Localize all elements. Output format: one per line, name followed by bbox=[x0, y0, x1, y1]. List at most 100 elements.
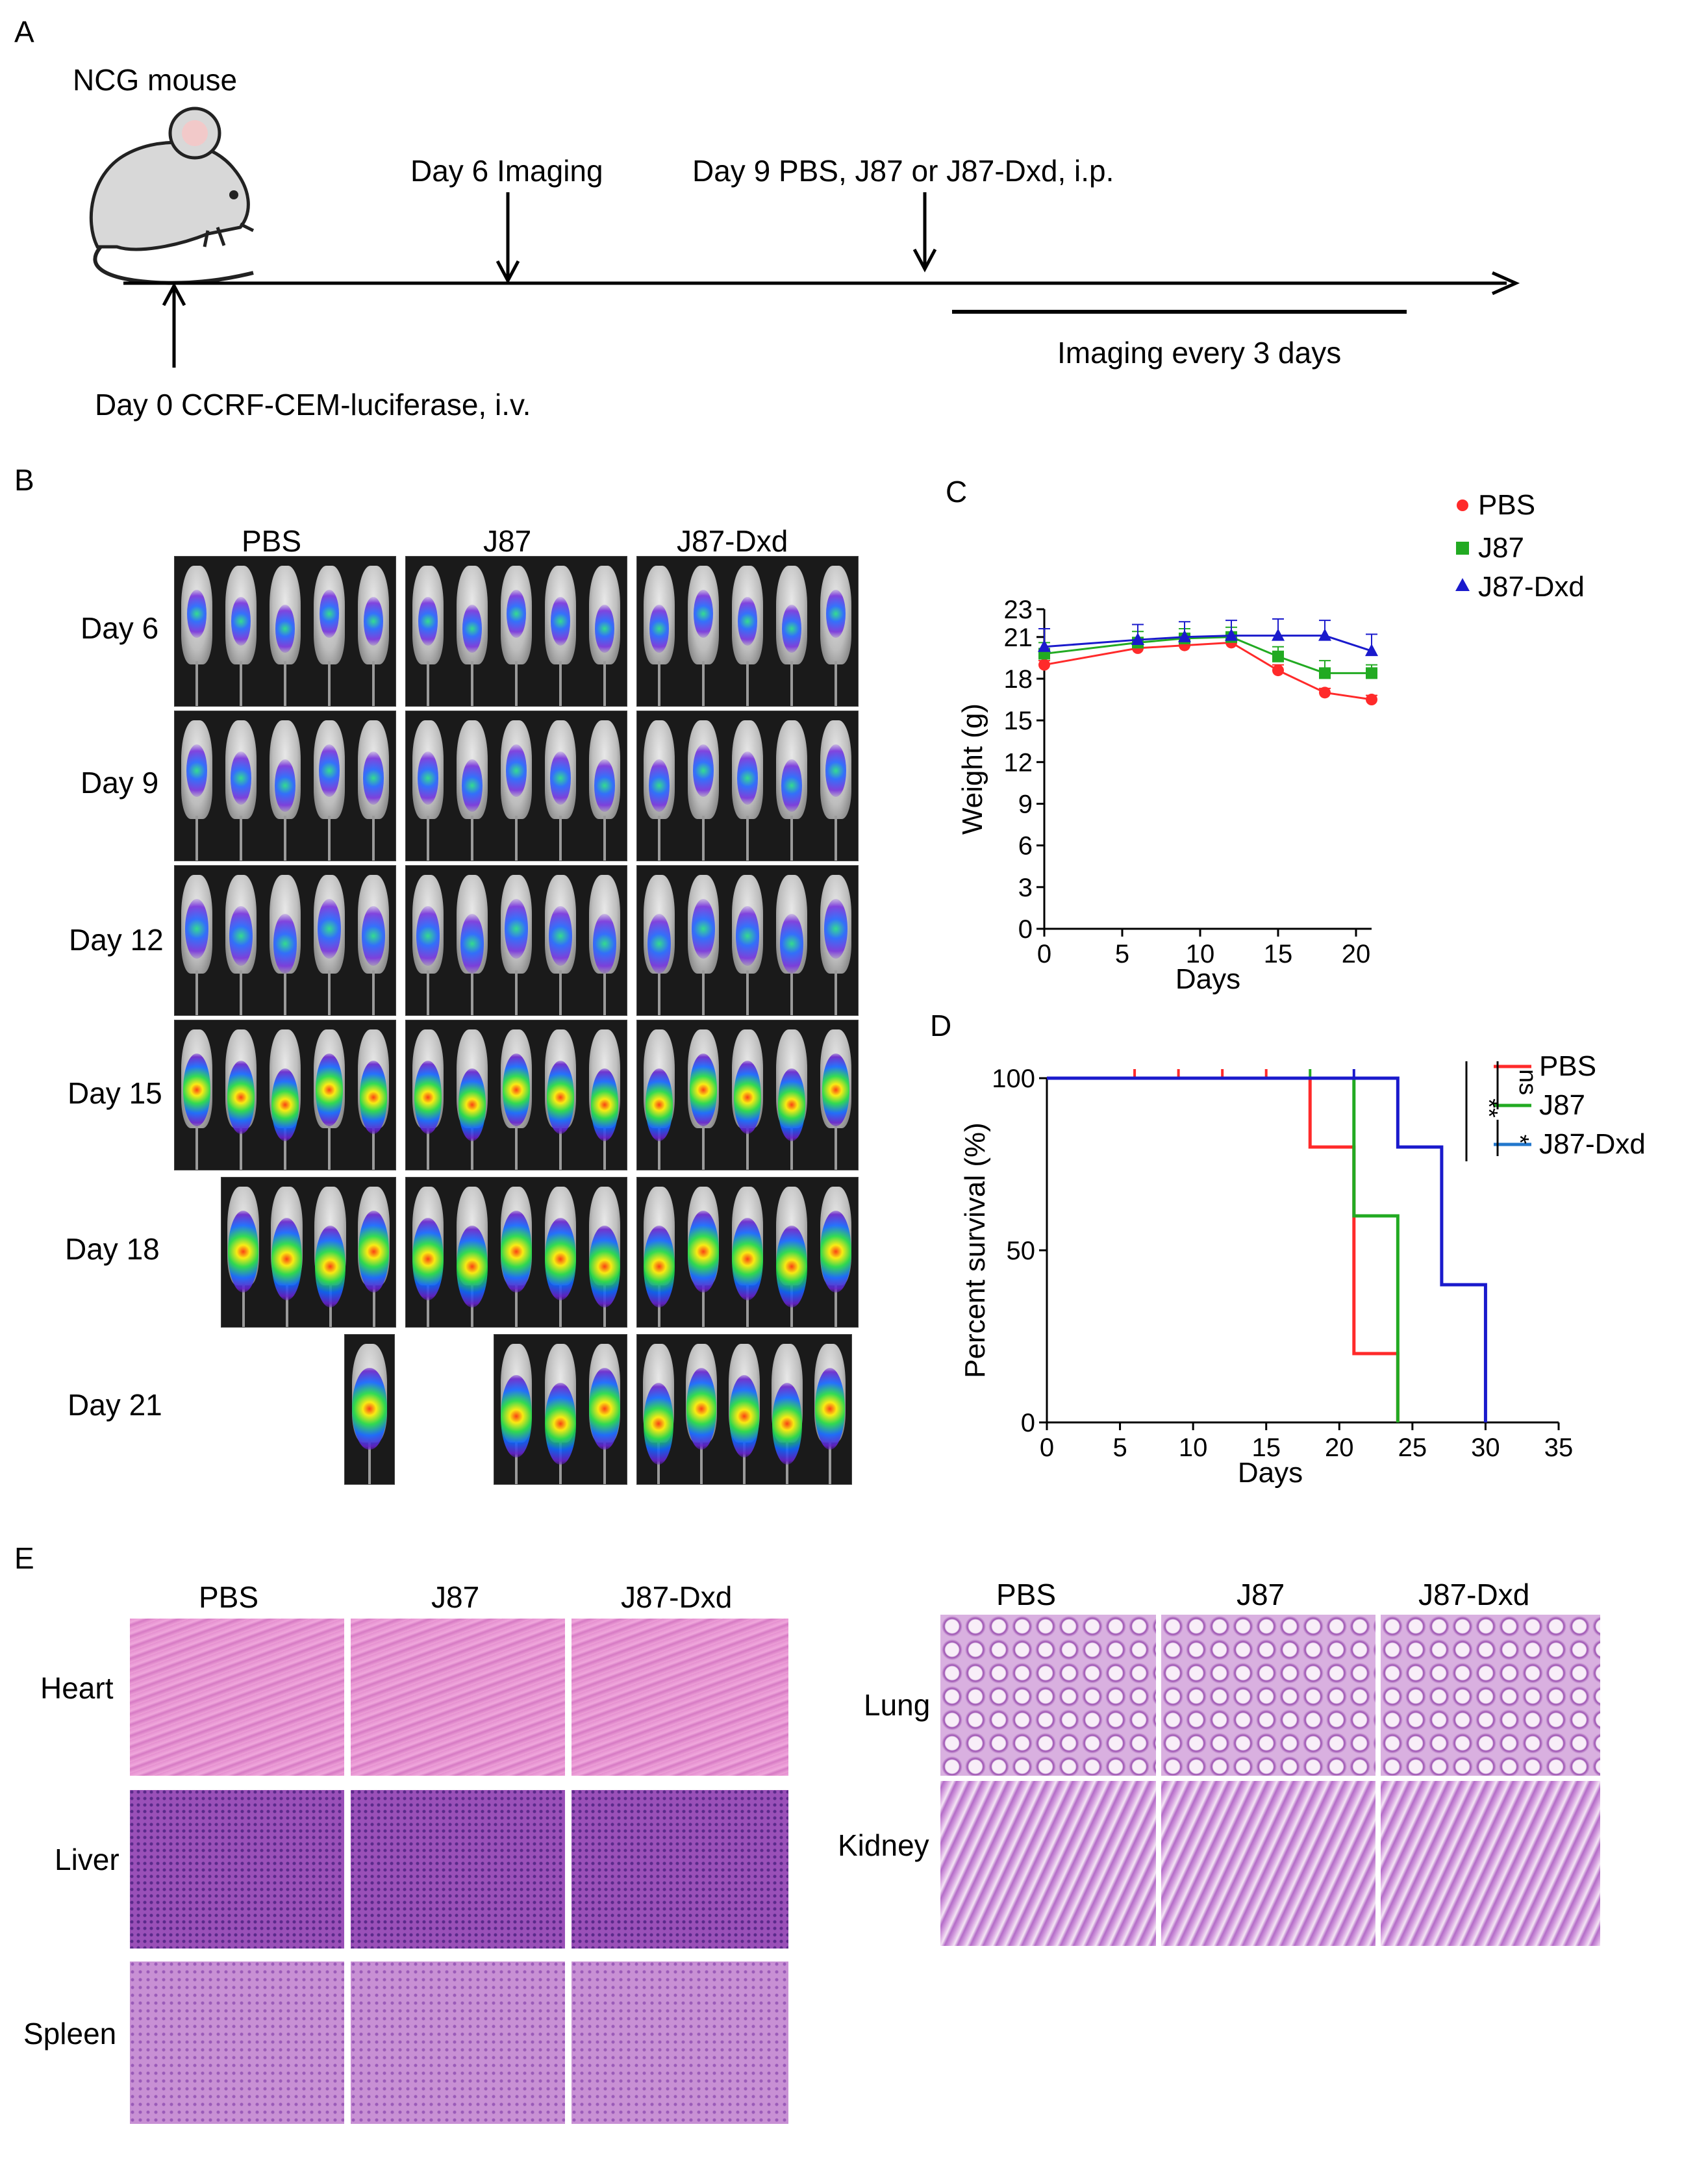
y-tick-label: 12 bbox=[1004, 748, 1033, 777]
legend-label: J87-Dxd bbox=[1539, 1128, 1646, 1160]
histology-spleen bbox=[129, 1960, 345, 2125]
luminescence-signal bbox=[359, 1061, 388, 1134]
luminescence-signal bbox=[274, 759, 296, 813]
mouse-tail bbox=[746, 1125, 749, 1170]
luminescence-signal bbox=[315, 1053, 344, 1127]
mouse-tail bbox=[427, 970, 429, 1015]
day-label-18: Day 18 bbox=[65, 1232, 160, 1266]
mouse-tail bbox=[471, 970, 473, 1015]
x-tick-label: 15 bbox=[1251, 1433, 1281, 1462]
luminescence-signal bbox=[826, 589, 846, 638]
mouse-tail bbox=[372, 970, 375, 1015]
imaging-tile bbox=[174, 556, 396, 707]
mouse-tail bbox=[328, 970, 331, 1015]
luminescence-signal bbox=[362, 906, 385, 966]
luminescence-signal bbox=[501, 1210, 532, 1293]
y-axis-label: Weight (g) bbox=[957, 703, 988, 835]
panel-c-letter: C bbox=[946, 475, 968, 509]
x-axis-label: Days bbox=[1175, 963, 1240, 995]
luminescence-signal bbox=[502, 1053, 531, 1127]
mouse-tail bbox=[284, 1125, 286, 1170]
x-tick-label: 5 bbox=[1112, 1433, 1127, 1462]
luminescence-signal bbox=[417, 751, 439, 805]
legend-marker-j87-dxd bbox=[1455, 578, 1470, 591]
group-label-pbs: PBS bbox=[242, 524, 302, 558]
mouse-tail bbox=[515, 1125, 518, 1170]
timeline-arrowhead bbox=[1491, 271, 1520, 296]
luminescence-signal bbox=[781, 759, 803, 813]
x-tick-label: 5 bbox=[1115, 940, 1129, 968]
mouse-tail bbox=[700, 1439, 703, 1484]
mouse-tail bbox=[559, 1282, 562, 1327]
luminescence-signal bbox=[271, 1068, 299, 1142]
mouse-tail bbox=[603, 970, 606, 1015]
mouse-tail bbox=[702, 816, 705, 861]
data-point bbox=[1366, 667, 1377, 679]
y-tick-label: 23 bbox=[1004, 596, 1033, 624]
luminescence-signal bbox=[457, 1225, 488, 1308]
luminescence-signal bbox=[822, 1053, 850, 1127]
legend-label: J87 bbox=[1539, 1089, 1585, 1121]
organ-label-liver: Liver bbox=[55, 1843, 119, 1876]
mouse-tail bbox=[471, 661, 473, 706]
mouse-tail bbox=[471, 816, 473, 861]
mouse-tail bbox=[471, 1125, 473, 1170]
legend-marker-pbs bbox=[1457, 499, 1468, 511]
data-point bbox=[1131, 633, 1144, 646]
luminescence-signal bbox=[777, 1068, 806, 1142]
luminescence-signal bbox=[358, 1210, 389, 1293]
y-tick-label: 18 bbox=[1004, 665, 1033, 694]
data-point bbox=[1319, 687, 1331, 699]
day6-label: Day 6 Imaging bbox=[410, 154, 603, 188]
x-tick-label: 0 bbox=[1037, 940, 1051, 968]
imaging-tile bbox=[405, 711, 627, 861]
y-tick-label: 3 bbox=[1018, 874, 1033, 902]
group-label-j87: J87 bbox=[483, 524, 532, 558]
mouse-tail bbox=[372, 1125, 375, 1170]
luminescence-signal bbox=[546, 1061, 575, 1134]
luminescence-signal bbox=[461, 759, 483, 813]
luminescence-signal bbox=[649, 604, 669, 653]
luminescence-signal bbox=[772, 1382, 803, 1465]
luminescence-signal bbox=[462, 604, 482, 653]
luminescence-signal bbox=[733, 1061, 762, 1134]
histology-heart bbox=[349, 1617, 566, 1777]
mouse-tail bbox=[702, 1282, 705, 1327]
sig-ns: ns bbox=[1514, 1069, 1541, 1095]
luminescence-signal bbox=[229, 906, 253, 966]
imaging-tile bbox=[174, 711, 396, 861]
organ-label-spleen: Spleen bbox=[23, 2017, 117, 2050]
mouse-tail bbox=[746, 816, 749, 861]
mouse-tail bbox=[515, 661, 518, 706]
luminescence-signal bbox=[545, 1382, 576, 1465]
luminescence-signal bbox=[275, 604, 295, 653]
legend-label: PBS bbox=[1478, 489, 1535, 521]
mouse-tail bbox=[368, 1439, 371, 1484]
histology-kidney bbox=[939, 1780, 1157, 1947]
x-tick-label: 30 bbox=[1471, 1433, 1500, 1462]
luminescence-signal bbox=[732, 1218, 763, 1300]
data-point bbox=[1365, 644, 1378, 657]
luminescence-signal bbox=[590, 1068, 619, 1142]
mouse-tail bbox=[328, 816, 331, 861]
luminescence-signal bbox=[320, 589, 339, 638]
mouse-tail bbox=[835, 970, 837, 1015]
mouse-tail bbox=[515, 970, 518, 1015]
luminescence-signal bbox=[692, 898, 715, 959]
e-right-group-pbs: PBS bbox=[996, 1578, 1057, 1611]
luminescence-signal bbox=[187, 589, 207, 638]
y-tick-label: 21 bbox=[1004, 624, 1033, 652]
luminescence-signal bbox=[595, 604, 614, 653]
sig-double: ** bbox=[1475, 1098, 1502, 1118]
histology-liver bbox=[570, 1789, 790, 1950]
group-label-j87-dxd: J87-Dxd bbox=[677, 524, 788, 558]
day-label-12: Day 12 bbox=[69, 923, 164, 957]
luminescence-signal bbox=[549, 751, 571, 805]
day-label-21: Day 21 bbox=[68, 1388, 162, 1422]
y-tick-label: 15 bbox=[1004, 707, 1033, 735]
luminescence-signal bbox=[780, 913, 803, 974]
mouse-tail bbox=[603, 1439, 606, 1484]
luminescence-signal bbox=[594, 759, 616, 813]
luminescence-signal bbox=[231, 597, 251, 646]
mouse-tail bbox=[328, 661, 331, 706]
